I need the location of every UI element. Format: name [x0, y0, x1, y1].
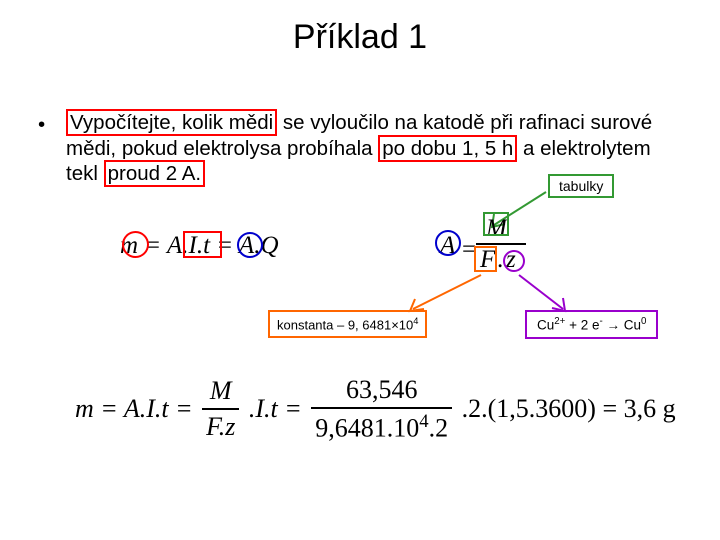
box-m-green	[483, 212, 509, 236]
box-f-orange	[474, 246, 497, 272]
faraday-constant-box: konstanta – 9, 6481×104	[268, 310, 427, 338]
circle-a-blue-right	[435, 230, 461, 256]
cu-lhs: Cu	[537, 318, 554, 333]
box-it-red	[183, 231, 222, 258]
circle-a-blue-left	[237, 232, 263, 258]
ff-frac2-num: 63,546	[311, 375, 452, 405]
ff-frac2-den-b: .2	[429, 413, 449, 442]
ff-frac1-num: M	[202, 376, 239, 406]
ff-frac2: 63,546 9,6481.104.2	[311, 375, 452, 443]
highlight-time: po dobu 1, 5 h	[378, 135, 517, 162]
cu-reaction-box: Cu2+ + 2 e- → Cu0	[525, 310, 658, 339]
ff-prefix: m = A.I.t =	[75, 394, 193, 424]
slide-title: Příklad 1	[0, 0, 720, 57]
tabulky-label: tabulky	[548, 174, 614, 198]
const-exp: 4	[413, 316, 418, 326]
ff-frac1: M F.z	[202, 376, 239, 442]
cu-arrow: → Cu	[603, 318, 641, 333]
ff-frac1-bar	[202, 408, 239, 410]
highlight-current: proud 2 A.	[104, 160, 205, 187]
highlight-mass: Vypočítejte, kolik mědi	[66, 109, 277, 136]
ff-frac2-den: 9,6481.104.2	[311, 411, 452, 444]
final-formula: m = A.I.t = M F.z .I.t = 63,546 9,6481.1…	[75, 375, 676, 443]
ff-frac1-den: F.z	[202, 412, 239, 442]
const-label: konstanta – 9, 6481×10	[277, 317, 413, 332]
bullet-marker: •	[38, 112, 45, 138]
ff-frac2-den-exp: 4	[419, 411, 428, 432]
frac-line	[476, 243, 526, 245]
cu-rhs-sup: 0	[641, 316, 646, 327]
cu-lhs-sup: 2+	[554, 316, 565, 327]
circle-m-red	[122, 231, 149, 258]
ff-mid: .I.t =	[249, 394, 302, 424]
ff-frac2-den-a: 9,6481.10	[315, 413, 419, 442]
ff-tail: .2.(1,5.3600) = 3,6 g	[462, 394, 676, 424]
ff-frac2-bar	[311, 407, 452, 409]
circle-z-purple	[503, 250, 525, 272]
cu-plus: + 2 e	[565, 318, 599, 333]
